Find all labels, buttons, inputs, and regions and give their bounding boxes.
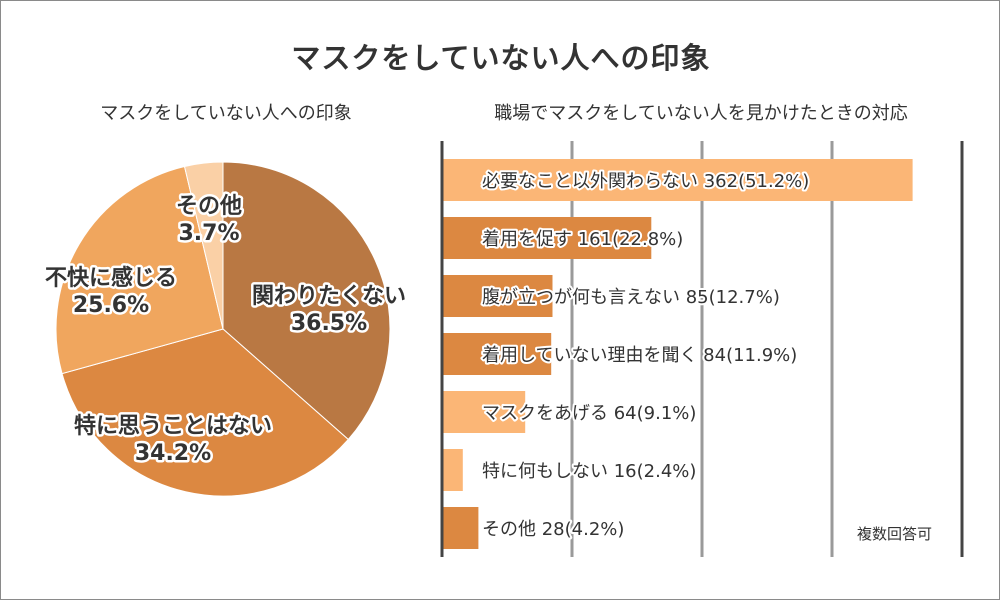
bar-label: その他 28(4.2%) xyxy=(482,519,624,540)
bar-label: 着用を促す 161(22.8%) xyxy=(482,229,683,250)
pie-label-name: 特に思うことはない xyxy=(74,413,272,439)
bar xyxy=(442,507,479,549)
bar xyxy=(442,449,463,491)
bar xyxy=(442,275,553,317)
bar xyxy=(442,159,913,201)
multiple-answer-note: 複数回答可 xyxy=(853,523,937,544)
pie-label-name: 関わりたくない xyxy=(252,284,406,309)
bar-label: マスクをあげる 64(9.1%) xyxy=(482,403,696,424)
pie-label-name: その他 xyxy=(176,194,242,219)
pie-slice xyxy=(55,165,224,375)
pie-label-percent: 34.2% xyxy=(135,441,211,466)
bar-label: 特に何もしない 16(2.4%) xyxy=(482,461,696,482)
pie-chart-title: マスクをしていない人への印象 xyxy=(100,103,352,124)
bar xyxy=(442,333,552,375)
pie-slice xyxy=(183,161,224,330)
pie-slice xyxy=(61,328,349,497)
bar-label: 着用していない理由を聞く 84(11.9%) xyxy=(482,345,797,366)
pie-label-percent: 3.7% xyxy=(178,221,239,246)
bar-chart-title: 職場でマスクをしていない人を見かけたときの対応 xyxy=(494,103,908,124)
pie-slice xyxy=(222,161,391,441)
pie-label-percent: 36.5% xyxy=(291,311,367,336)
main-title: マスクをしていない人への印象 xyxy=(291,41,711,75)
bar xyxy=(442,391,526,433)
pie-label-name: 不快に感じる xyxy=(45,265,177,291)
pie-label-percent: 25.6% xyxy=(73,293,149,318)
bar-label: 腹が立つが何も言えない 85(12.7%) xyxy=(482,287,780,308)
bar-label: 必要なこと以外関わらない 362(51.2%) xyxy=(482,171,809,192)
bar xyxy=(442,217,652,259)
